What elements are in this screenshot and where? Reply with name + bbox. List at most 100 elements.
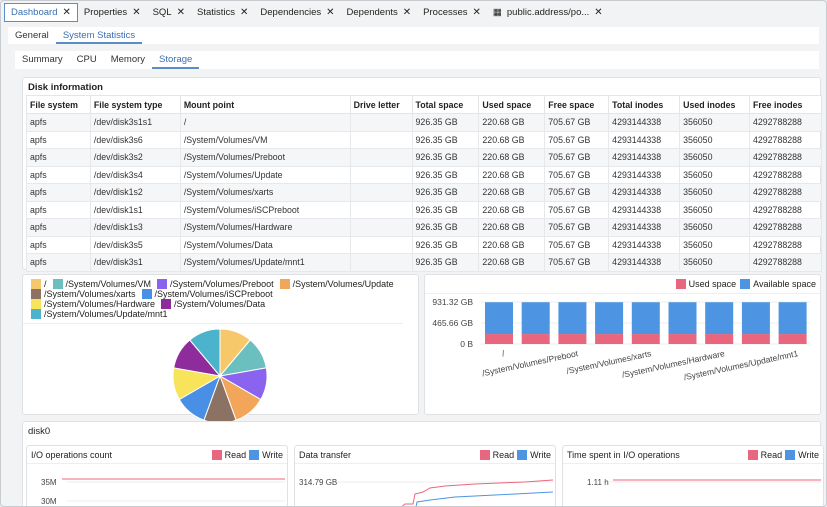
table-cell: [349, 200, 413, 219]
bar-segment[interactable]: [521, 334, 550, 344]
tab-general[interactable]: General: [15, 30, 49, 41]
disk-table: File system File system type Mount point Dr…: [26, 95, 823, 272]
column-header[interactable]: File system: [26, 95, 91, 114]
legend-item[interactable]: /System/Volumes/iSCPreboot: [141, 289, 273, 299]
tab-dependents[interactable]: Dependents ✕: [341, 3, 418, 22]
column-header[interactable]: Total inodes: [608, 95, 681, 114]
table-cell: 220.68 GB: [478, 253, 546, 272]
legend-item[interactable]: /System/Volumes/VM: [52, 279, 151, 289]
bar-segment[interactable]: [521, 302, 550, 335]
x-tick-label: /System/Volumes/Preboot: [481, 348, 579, 378]
legend-item[interactable]: /System/Volumes/Update: [279, 279, 394, 289]
table-row[interactable]: apfs/dev/disk3s1s1/ 926.35 GB 220.68 GB 705…: [26, 113, 823, 132]
table-row[interactable]: apfs/dev/disk3s5/System/Volumes/Data 926.…: [26, 235, 823, 254]
table-cell: /System/Volumes/Data: [179, 235, 351, 254]
tab-bar: Dashboard ✕ Properties ✕ SQL ✕ Statistics ✕ …: [4, 2, 609, 22]
table-cell: /System/Volumes/xarts: [179, 183, 351, 202]
table-row[interactable]: apfs/dev/disk3s1/System/Volumes/Update/m…: [26, 253, 823, 272]
table-cell: 220.68 GB: [478, 200, 546, 219]
tab-dependencies[interactable]: Dependencies ✕: [254, 3, 340, 22]
column-header[interactable]: Used inodes: [679, 95, 750, 114]
close-icon[interactable]: ✕: [472, 6, 481, 18]
bar-segment[interactable]: [558, 302, 587, 335]
table-row[interactable]: apfs/dev/disk3s6/System/Volumes/VM 926.35…: [26, 130, 823, 149]
legend-item[interactable]: /System/Volumes/Preboot: [157, 279, 274, 289]
tab-label: Dependencies: [260, 6, 322, 18]
bar-segment[interactable]: [558, 334, 587, 344]
tab-memory[interactable]: Memory: [110, 54, 146, 65]
tab-system-statistics[interactable]: System Statistics: [55, 27, 143, 44]
legend-write[interactable]: Write: [798, 449, 819, 460]
table-row[interactable]: apfs/dev/disk3s4/System/Volumes/Update 92…: [26, 165, 823, 184]
close-icon[interactable]: ✕: [176, 6, 185, 18]
column-header[interactable]: Mount point: [179, 95, 351, 114]
tab-table-data[interactable]: ▦ public.address/po... ✕: [487, 3, 609, 22]
bar-segment[interactable]: [778, 302, 807, 335]
legend-item[interactable]: /System/Volumes/Update/mnt1: [31, 309, 168, 319]
bar-segment[interactable]: [741, 334, 770, 344]
table-cell: /dev/disk3s1s1: [89, 113, 181, 132]
table-cell: 4292788288: [748, 183, 823, 202]
table-row[interactable]: apfs/dev/disk1s1/System/Volumes/iSCPrebo…: [26, 200, 823, 219]
statistics-subtabs: Summary CPU Memory Storage: [15, 51, 819, 69]
y-tick-label: 931.32 GB: [432, 297, 473, 307]
bar-segment[interactable]: [778, 334, 807, 344]
table-cell: 4293144338: [608, 253, 681, 272]
column-header[interactable]: Drive letter: [349, 95, 413, 114]
bar-segment[interactable]: [705, 334, 734, 344]
legend-item[interactable]: /System/Volumes/Data: [161, 299, 265, 309]
close-icon[interactable]: ✕: [594, 6, 603, 18]
column-header[interactable]: Total space: [411, 95, 480, 114]
disk-information-panel: Disk information File system File system …: [22, 77, 823, 272]
bar-segment[interactable]: [668, 302, 697, 335]
tab-label: SQL: [152, 6, 172, 18]
tab-properties[interactable]: Properties ✕: [78, 3, 147, 22]
close-icon[interactable]: ✕: [240, 6, 249, 18]
tab-dashboard[interactable]: Dashboard ✕: [4, 2, 78, 22]
legend-read[interactable]: Read: [760, 449, 783, 460]
tab-processes[interactable]: Processes ✕: [417, 3, 487, 22]
column-header[interactable]: Used space: [478, 95, 546, 114]
line-chart: 35M 30M: [41, 478, 285, 506]
card-title: Data transfer: [299, 449, 352, 460]
legend-write[interactable]: Write: [530, 449, 551, 460]
close-icon[interactable]: ✕: [132, 6, 141, 18]
column-header[interactable]: Free space: [544, 95, 610, 114]
table-row[interactable]: apfs/dev/disk1s2/System/Volumes/xarts 926…: [26, 183, 823, 202]
bar-segment[interactable]: [595, 334, 624, 344]
close-icon[interactable]: ✕: [326, 6, 335, 18]
bar-segment[interactable]: [741, 302, 770, 335]
legend-write[interactable]: Write: [262, 449, 283, 460]
tab-sql[interactable]: SQL ✕: [147, 3, 191, 22]
table-cell: 926.35 GB: [411, 113, 480, 132]
pie-slice[interactable]: [189, 328, 221, 378]
table-cell: [349, 130, 413, 149]
table-row[interactable]: apfs/dev/disk3s2/System/Volumes/Preboot 9…: [26, 148, 823, 167]
bar-segment[interactable]: [705, 302, 734, 335]
tab-cpu[interactable]: CPU: [76, 54, 97, 65]
card-title: Time spent in I/O operations: [567, 449, 680, 460]
tab-storage[interactable]: Storage: [152, 51, 200, 69]
table-row[interactable]: apfs/dev/disk1s3/System/Volumes/Hardware…: [26, 218, 823, 237]
column-header[interactable]: File system type: [89, 95, 181, 114]
pie-chart-panel: / /System/Volumes/VM/System/Volumes/Prebo…: [22, 274, 419, 424]
legend-item[interactable]: /System/Volumes/xarts: [31, 289, 136, 299]
bar-segment[interactable]: [631, 302, 660, 335]
tab-summary[interactable]: Summary: [22, 54, 63, 65]
close-icon[interactable]: ✕: [62, 6, 71, 18]
tab-statistics[interactable]: Statistics ✕: [191, 3, 254, 22]
bar-segment[interactable]: [485, 302, 513, 335]
legend-read[interactable]: Read: [224, 449, 247, 460]
line-chart: 314.79 GB: [299, 478, 554, 506]
legend-item[interactable]: /System/Volumes/Hardware: [31, 299, 155, 309]
bar-segment[interactable]: [595, 302, 624, 335]
legend-item[interactable]: /: [31, 279, 47, 289]
close-icon[interactable]: ✕: [402, 6, 412, 18]
write-line: [415, 491, 554, 506]
column-header[interactable]: Free inodes: [748, 95, 823, 114]
bar-segment[interactable]: [631, 334, 660, 344]
bar-segment[interactable]: [485, 334, 513, 344]
table-cell: 926.35 GB: [411, 253, 480, 272]
bar-segment[interactable]: [668, 334, 697, 344]
legend-read[interactable]: Read: [492, 449, 515, 460]
